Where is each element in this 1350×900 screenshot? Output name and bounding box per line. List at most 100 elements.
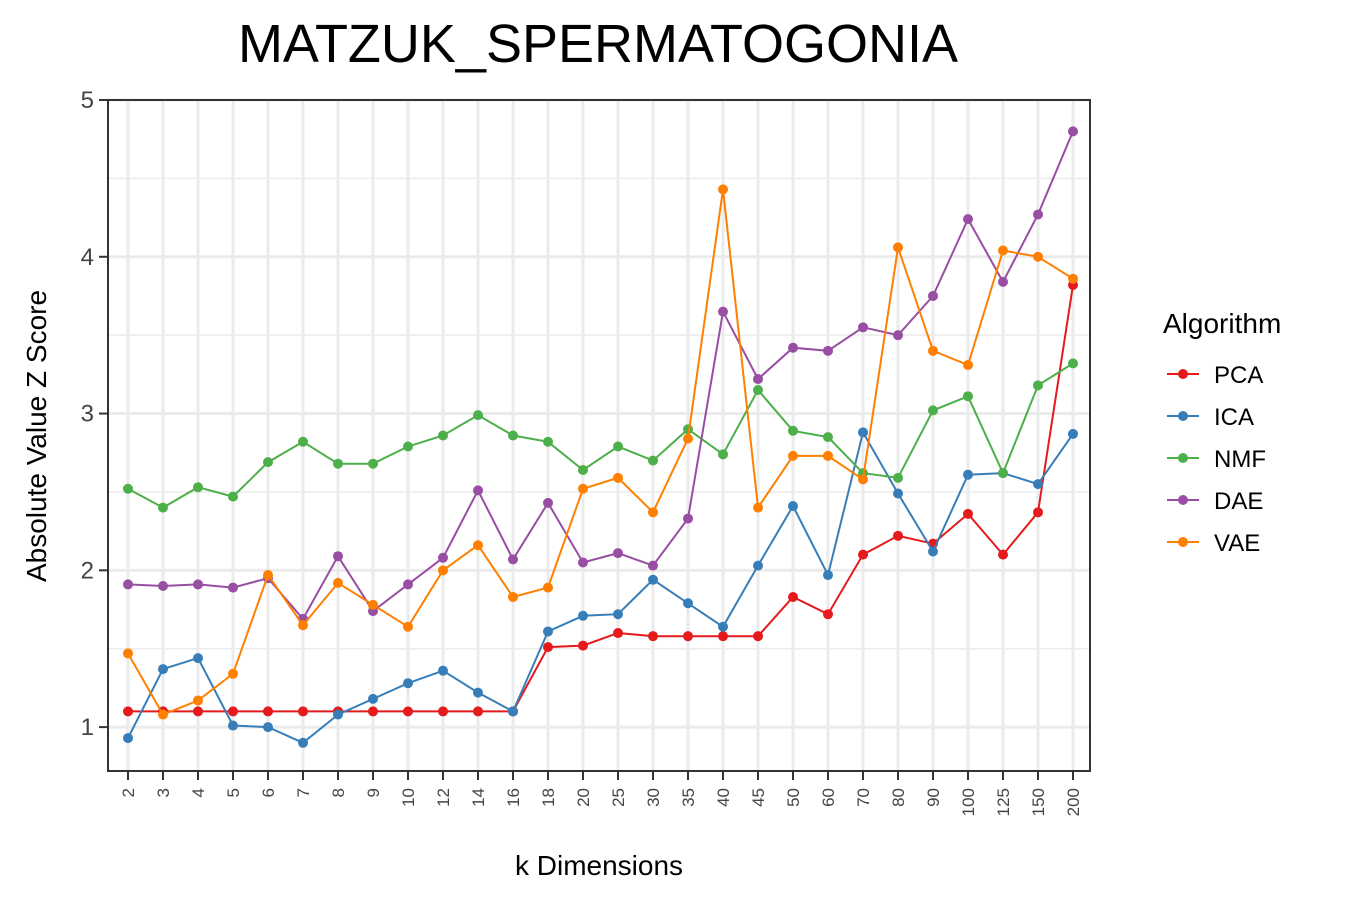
data-point-ica <box>578 610 588 621</box>
data-point-pca <box>893 530 903 541</box>
data-point-pca <box>403 706 413 717</box>
data-point-pca <box>438 706 448 717</box>
data-point-dae <box>158 581 168 592</box>
y-tick-label: 3 <box>81 401 94 428</box>
x-tick-label: 30 <box>644 788 663 807</box>
data-point-pca <box>368 706 378 717</box>
data-point-pca <box>228 706 238 717</box>
data-point-nmf <box>998 468 1008 479</box>
data-point-pca <box>193 706 203 717</box>
x-tick-label: 6 <box>259 788 278 797</box>
data-point-nmf <box>473 410 483 421</box>
x-tick-label: 25 <box>609 788 628 807</box>
data-point-nmf <box>508 430 518 441</box>
x-tick-label: 35 <box>679 788 698 807</box>
data-point-ica <box>333 709 343 720</box>
data-point-dae <box>403 579 413 590</box>
data-point-ica <box>263 722 273 733</box>
data-point-pca <box>298 706 308 717</box>
data-point-dae <box>648 560 658 571</box>
data-point-pca <box>858 549 868 560</box>
data-point-pca <box>543 642 553 653</box>
x-tick-label: 12 <box>434 788 453 807</box>
legend-marker-vae <box>1178 537 1188 547</box>
x-tick-label: 45 <box>749 788 768 807</box>
x-tick-label: 70 <box>854 788 873 807</box>
data-point-nmf <box>718 449 728 460</box>
data-point-pca <box>648 631 658 642</box>
data-point-vae <box>368 599 378 610</box>
data-point-ica <box>893 488 903 499</box>
data-point-dae <box>508 554 518 565</box>
data-point-nmf <box>123 483 133 494</box>
data-point-ica <box>368 693 378 704</box>
data-point-vae <box>893 242 903 253</box>
data-point-vae <box>613 472 623 483</box>
data-point-nmf <box>893 472 903 483</box>
data-point-ica <box>473 687 483 698</box>
x-tick-label: 2 <box>119 788 138 797</box>
data-point-nmf <box>228 491 238 502</box>
data-point-pca <box>683 631 693 642</box>
data-point-vae <box>648 507 658 518</box>
data-point-pca <box>473 706 483 717</box>
data-point-vae <box>473 540 483 551</box>
data-point-ica <box>613 609 623 620</box>
data-point-ica <box>158 664 168 675</box>
data-point-vae <box>823 450 833 461</box>
data-point-ica <box>508 706 518 717</box>
data-point-vae <box>858 474 868 485</box>
data-point-vae <box>788 450 798 461</box>
data-point-dae <box>753 374 763 385</box>
data-point-dae <box>823 345 833 356</box>
data-point-ica <box>193 653 203 664</box>
data-point-vae <box>928 345 938 356</box>
data-point-nmf <box>578 464 588 475</box>
data-point-nmf <box>403 441 413 452</box>
x-tick-label: 7 <box>294 788 313 797</box>
data-point-dae <box>438 552 448 563</box>
legend-marker-pca <box>1178 369 1188 379</box>
y-tick-label: 1 <box>81 714 94 741</box>
legend-label-ica: ICA <box>1214 404 1254 431</box>
data-point-dae <box>543 497 553 508</box>
data-point-vae <box>403 621 413 632</box>
data-point-pca <box>1033 507 1043 518</box>
data-point-nmf <box>928 405 938 416</box>
x-tick-label: 150 <box>1029 788 1048 816</box>
y-tick-label: 5 <box>81 87 94 114</box>
data-point-ica <box>1033 479 1043 490</box>
data-point-dae <box>858 322 868 333</box>
data-point-ica <box>963 469 973 480</box>
data-point-dae <box>998 276 1008 287</box>
data-point-vae <box>438 565 448 576</box>
data-point-vae <box>753 502 763 513</box>
data-point-pca <box>718 631 728 642</box>
data-point-pca <box>123 706 133 717</box>
legend-label-dae: DAE <box>1214 488 1263 515</box>
legend-marker-dae <box>1178 495 1188 505</box>
data-point-nmf <box>263 457 273 468</box>
data-point-pca <box>998 549 1008 560</box>
data-point-ica <box>403 678 413 689</box>
data-point-vae <box>683 433 693 444</box>
data-point-vae <box>1033 251 1043 262</box>
data-point-dae <box>1033 209 1043 220</box>
x-tick-label: 8 <box>329 788 348 797</box>
data-point-vae <box>578 483 588 494</box>
data-point-dae <box>718 306 728 317</box>
data-point-ica <box>228 720 238 731</box>
data-point-ica <box>718 621 728 632</box>
x-tick-label: 40 <box>714 788 733 807</box>
data-point-vae <box>1068 273 1078 284</box>
chart-title: MATZUK_SPERMATOGONIA <box>238 14 958 74</box>
x-tick-label: 5 <box>224 788 243 797</box>
data-point-dae <box>333 551 343 562</box>
x-tick-label: 14 <box>469 788 488 807</box>
plot-panel-border <box>107 99 1091 772</box>
data-point-vae <box>508 591 518 602</box>
data-point-nmf <box>1068 358 1078 369</box>
data-point-vae <box>193 695 203 706</box>
legend-marker-ica <box>1178 411 1188 421</box>
